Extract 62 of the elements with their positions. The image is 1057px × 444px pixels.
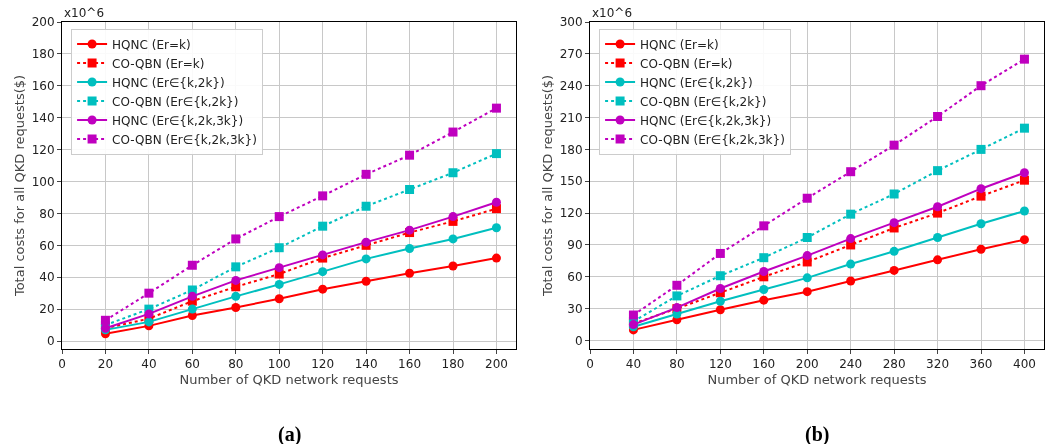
legend-label: HQNC (Er=k) xyxy=(640,37,719,52)
x-tick-label: 180 xyxy=(441,357,465,372)
x-tick-label: 80 xyxy=(669,357,685,372)
y-tick-label: 0 xyxy=(46,334,55,349)
x-tick-label: 100 xyxy=(267,357,291,372)
y-axis-title: Total costs for all QKD requests($) xyxy=(539,74,555,298)
x-tick-label: 200 xyxy=(485,357,508,372)
x-tick-label: 320 xyxy=(926,357,950,372)
y-tick-label: 180 xyxy=(31,47,55,62)
legend-label: HQNC (Er∈{k,2k}) xyxy=(112,75,225,90)
y-tick-label: 90 xyxy=(567,238,583,253)
legend-label: HQNC (Er∈{k,2k}) xyxy=(640,75,753,90)
y-tick-label: 120 xyxy=(31,142,55,157)
y-tick-label: 30 xyxy=(567,301,583,316)
y-tick-label: 60 xyxy=(39,238,55,253)
text: x10^6 xyxy=(64,6,105,20)
y-tick-label: 300 xyxy=(559,15,583,30)
x-tick-label: 240 xyxy=(839,357,863,372)
legend-label: CO-QBN (Er=k) xyxy=(112,56,205,71)
x-tick-label: 360 xyxy=(969,357,993,372)
y-tick-label: 60 xyxy=(567,270,583,285)
y-tick-label: 0 xyxy=(574,333,583,348)
y-tick-label: 270 xyxy=(559,47,583,62)
y-tick-label: 20 xyxy=(39,302,55,317)
y-tick-label: 150 xyxy=(559,174,583,189)
legend-label: CO-QBN (Er∈{k,2k,3k}) xyxy=(112,132,257,147)
y-tick-label: 160 xyxy=(31,79,55,93)
legend-label: CO-QBN (Er∈{k,2k}) xyxy=(640,94,767,109)
legend-label: CO-QBN (Er=k) xyxy=(640,56,733,71)
y-tick-label: 40 xyxy=(39,270,55,285)
legend-label: HQNC (Er=k) xyxy=(112,37,191,52)
x-tick-label: 0 xyxy=(58,357,66,372)
x-tick-label: 20 xyxy=(97,357,114,372)
x-tick-label: 80 xyxy=(228,357,244,372)
text: x10^6 xyxy=(592,6,633,20)
x-tick-label: 160 xyxy=(398,357,422,372)
legend-label: CO-QBN (Er∈{k,2k}) xyxy=(112,94,239,109)
x-tick-label: 280 xyxy=(882,357,906,372)
legend-label: HQNC (Er∈{k,2k,3k}) xyxy=(112,113,244,128)
y-tick-label: 120 xyxy=(559,206,583,221)
y-tick-label: 180 xyxy=(559,142,583,157)
y-tick-label: 100 xyxy=(31,174,55,189)
x-tick-label: 400 xyxy=(1013,357,1036,372)
x-tick-label: 160 xyxy=(752,357,776,372)
y-axis-title: Total costs for all QKD requests($) xyxy=(11,74,27,298)
x-axis-title: Number of QKD network requests xyxy=(707,372,927,387)
y-tick-label: 80 xyxy=(39,206,55,221)
y-tick-label: 210 xyxy=(559,110,583,125)
x-axis-title: Number of QKD network requests xyxy=(179,372,399,387)
x-tick-label: 140 xyxy=(354,357,378,372)
legend-label: CO-QBN (Er∈{k,2k,3k}) xyxy=(640,132,785,147)
x-tick-label: 0 xyxy=(586,357,594,372)
y-tick-label: 240 xyxy=(559,78,583,93)
y-tick-label: 140 xyxy=(31,110,55,125)
x-tick-label: 60 xyxy=(184,357,200,372)
legend-label: HQNC (Er∈{k,2k,3k}) xyxy=(640,113,772,128)
x-tick-label: 200 xyxy=(795,357,819,372)
x-tick-label: 40 xyxy=(625,357,642,372)
x-tick-label: 40 xyxy=(141,357,157,372)
x-tick-label: 120 xyxy=(708,357,732,372)
y-tick-label: 200 xyxy=(31,15,55,30)
x-tick-label: 120 xyxy=(311,357,335,372)
